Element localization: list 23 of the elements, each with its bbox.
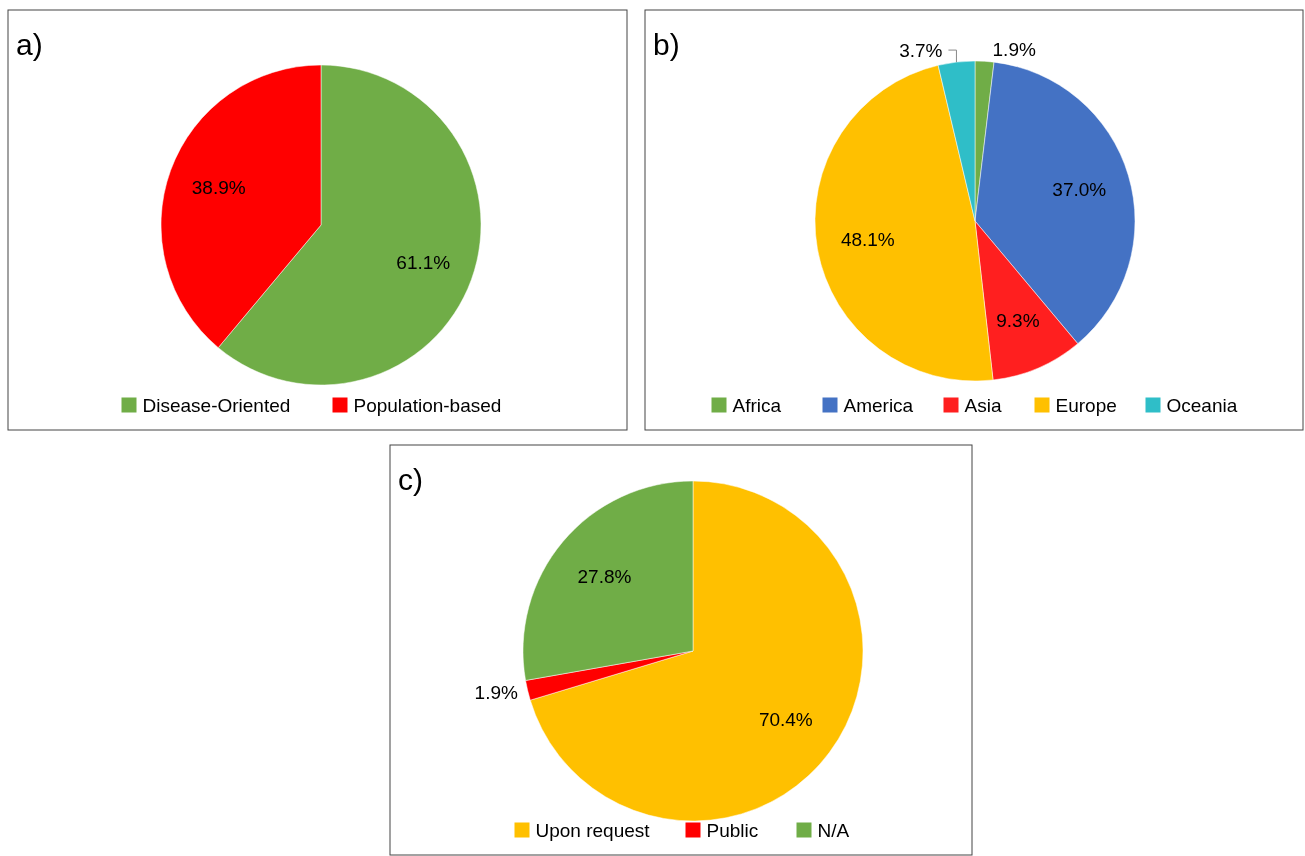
legend-label: Public — [706, 819, 759, 841]
data-label: 38.9% — [191, 177, 246, 199]
data-label: 1.9% — [474, 682, 518, 704]
legend-label: Oceania — [1166, 394, 1238, 416]
data-label: 27.8% — [577, 566, 632, 588]
legend-label: Disease-Oriented — [142, 394, 291, 416]
data-label: 3.7% — [899, 39, 943, 61]
legend-label: Africa — [732, 394, 782, 416]
data-label: 48.1% — [840, 229, 895, 251]
chart-title: c) — [398, 463, 423, 496]
legend-label: Asia — [964, 394, 1002, 416]
legend-label: Europe — [1055, 394, 1117, 416]
legend-label: N/A — [817, 819, 850, 841]
data-label: 37.0% — [1052, 179, 1107, 201]
data-label: 9.3% — [996, 310, 1040, 332]
data-label: 61.1% — [396, 251, 451, 273]
legend-label: Population-based — [353, 394, 502, 416]
chart-title: b) — [653, 28, 680, 61]
legend-label: America — [843, 394, 914, 416]
data-label: 70.4% — [758, 709, 813, 731]
data-label: 1.9% — [992, 38, 1036, 60]
chart-title: a) — [16, 28, 43, 61]
legend-label: Upon request — [535, 819, 651, 841]
